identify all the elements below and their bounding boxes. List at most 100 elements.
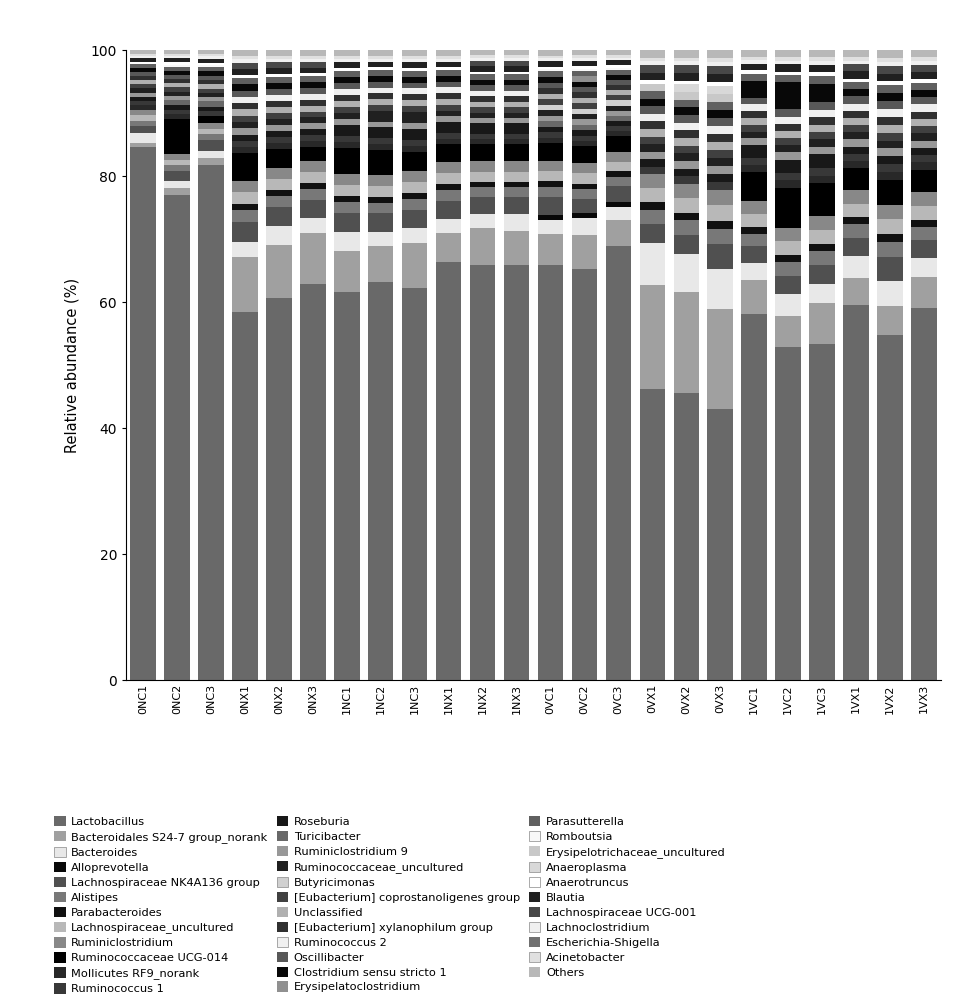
Bar bbox=[774, 124, 800, 131]
Bar bbox=[266, 179, 292, 190]
Bar bbox=[876, 117, 902, 125]
Bar bbox=[435, 56, 461, 59]
Bar bbox=[401, 152, 427, 171]
Bar bbox=[672, 153, 699, 161]
Bar bbox=[605, 152, 631, 162]
Bar bbox=[503, 58, 529, 61]
Bar bbox=[130, 93, 156, 97]
Bar bbox=[164, 100, 190, 105]
Bar bbox=[401, 140, 427, 146]
Bar bbox=[333, 83, 359, 89]
Bar bbox=[367, 70, 393, 76]
Bar bbox=[774, 180, 800, 188]
Bar bbox=[266, 137, 292, 143]
Bar bbox=[842, 71, 868, 79]
Bar bbox=[367, 282, 393, 680]
Bar bbox=[367, 62, 393, 67]
Bar bbox=[503, 144, 529, 161]
Bar bbox=[706, 110, 733, 118]
Bar bbox=[130, 147, 156, 680]
Bar bbox=[537, 110, 563, 116]
Bar bbox=[469, 161, 495, 172]
Bar bbox=[774, 50, 800, 57]
Bar bbox=[333, 251, 359, 292]
Bar bbox=[774, 152, 800, 160]
Bar bbox=[842, 147, 868, 154]
Bar bbox=[469, 74, 495, 80]
Bar bbox=[808, 84, 834, 102]
Bar bbox=[639, 202, 665, 210]
Bar bbox=[164, 92, 190, 96]
Bar bbox=[232, 84, 258, 91]
Bar bbox=[469, 107, 495, 113]
Bar bbox=[537, 143, 563, 161]
Bar bbox=[299, 200, 326, 218]
Bar bbox=[672, 84, 699, 92]
Bar bbox=[537, 121, 563, 127]
Bar bbox=[333, 56, 359, 59]
Bar bbox=[266, 68, 292, 74]
Bar bbox=[842, 224, 868, 238]
Bar bbox=[672, 213, 699, 220]
Bar bbox=[503, 107, 529, 113]
Bar bbox=[401, 62, 427, 68]
Bar bbox=[333, 174, 359, 185]
Bar bbox=[910, 79, 936, 83]
Bar bbox=[910, 220, 936, 227]
Bar bbox=[164, 65, 190, 67]
Bar bbox=[232, 222, 258, 242]
Bar bbox=[876, 172, 902, 180]
Bar bbox=[435, 50, 461, 56]
Bar bbox=[672, 169, 699, 176]
Bar bbox=[198, 65, 224, 67]
Bar bbox=[266, 196, 292, 207]
Bar bbox=[672, 81, 699, 84]
Bar bbox=[740, 57, 766, 60]
Bar bbox=[130, 110, 156, 115]
Bar bbox=[164, 62, 190, 65]
Bar bbox=[537, 197, 563, 215]
Bar bbox=[266, 298, 292, 680]
Bar bbox=[299, 135, 326, 141]
Bar bbox=[605, 70, 631, 75]
Bar bbox=[537, 187, 563, 197]
Bar bbox=[571, 50, 597, 55]
Bar bbox=[740, 201, 766, 214]
Bar bbox=[571, 61, 597, 66]
Bar bbox=[774, 188, 800, 228]
Bar bbox=[605, 136, 631, 152]
Bar bbox=[910, 148, 936, 155]
Bar bbox=[232, 116, 258, 122]
Bar bbox=[333, 107, 359, 113]
Bar bbox=[232, 192, 258, 204]
Bar bbox=[469, 80, 495, 85]
Bar bbox=[842, 89, 868, 96]
Bar bbox=[672, 292, 699, 393]
Bar bbox=[571, 71, 597, 76]
Bar bbox=[130, 97, 156, 101]
Bar bbox=[164, 119, 190, 154]
Bar bbox=[198, 123, 224, 129]
Bar bbox=[774, 294, 800, 316]
Bar bbox=[876, 125, 902, 133]
Bar bbox=[299, 129, 326, 135]
Bar bbox=[469, 96, 495, 102]
Bar bbox=[198, 107, 224, 111]
Bar bbox=[401, 94, 427, 100]
Bar bbox=[333, 59, 359, 62]
Bar bbox=[876, 74, 902, 81]
Bar bbox=[401, 50, 427, 56]
Bar bbox=[401, 210, 427, 228]
Bar bbox=[842, 161, 868, 168]
Bar bbox=[299, 183, 326, 189]
Bar bbox=[842, 118, 868, 125]
Bar bbox=[537, 99, 563, 105]
Bar bbox=[876, 242, 902, 257]
Bar bbox=[299, 59, 326, 62]
Bar bbox=[910, 50, 936, 57]
Bar bbox=[401, 106, 427, 112]
Bar bbox=[571, 98, 597, 103]
Bar bbox=[537, 220, 563, 234]
Bar bbox=[808, 110, 834, 117]
Bar bbox=[910, 258, 936, 277]
